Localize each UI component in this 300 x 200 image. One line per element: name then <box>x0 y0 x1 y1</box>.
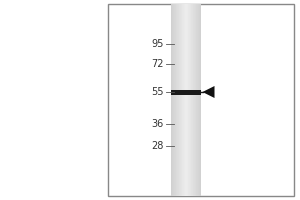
Text: 72: 72 <box>151 59 164 69</box>
Bar <box>195 4 196 196</box>
Bar <box>184 4 185 196</box>
Bar <box>172 4 173 196</box>
Bar <box>183 4 184 196</box>
Bar <box>182 4 183 196</box>
Bar <box>178 4 179 196</box>
Text: 95: 95 <box>151 39 164 49</box>
Bar <box>188 4 189 196</box>
Bar <box>171 90 201 95</box>
Bar <box>108 4 294 196</box>
Bar <box>196 4 197 196</box>
Text: 28: 28 <box>151 141 164 151</box>
Bar <box>193 4 194 196</box>
Text: 55: 55 <box>151 87 164 97</box>
Bar <box>173 4 174 196</box>
Bar <box>181 4 182 196</box>
Bar <box>185 4 186 196</box>
Bar <box>199 4 200 196</box>
Bar <box>187 4 188 196</box>
Bar <box>198 4 199 196</box>
Bar <box>184 4 185 196</box>
Text: MCF-7: MCF-7 <box>169 0 203 2</box>
Bar <box>179 4 180 196</box>
Bar <box>172 4 173 196</box>
Bar <box>190 4 191 196</box>
Bar <box>177 4 178 196</box>
Bar <box>191 4 192 196</box>
Text: 36: 36 <box>151 119 164 129</box>
Bar <box>194 4 195 196</box>
Bar <box>175 4 176 196</box>
Polygon shape <box>202 86 214 98</box>
Bar <box>176 4 177 196</box>
Bar <box>189 4 190 196</box>
Bar <box>192 4 193 196</box>
Bar <box>190 4 191 196</box>
Bar <box>180 4 181 196</box>
Bar <box>178 4 179 196</box>
Bar <box>186 4 187 196</box>
Bar <box>200 4 201 196</box>
Bar <box>171 4 172 196</box>
Bar <box>174 4 175 196</box>
Bar <box>196 4 197 196</box>
Bar <box>197 4 198 196</box>
